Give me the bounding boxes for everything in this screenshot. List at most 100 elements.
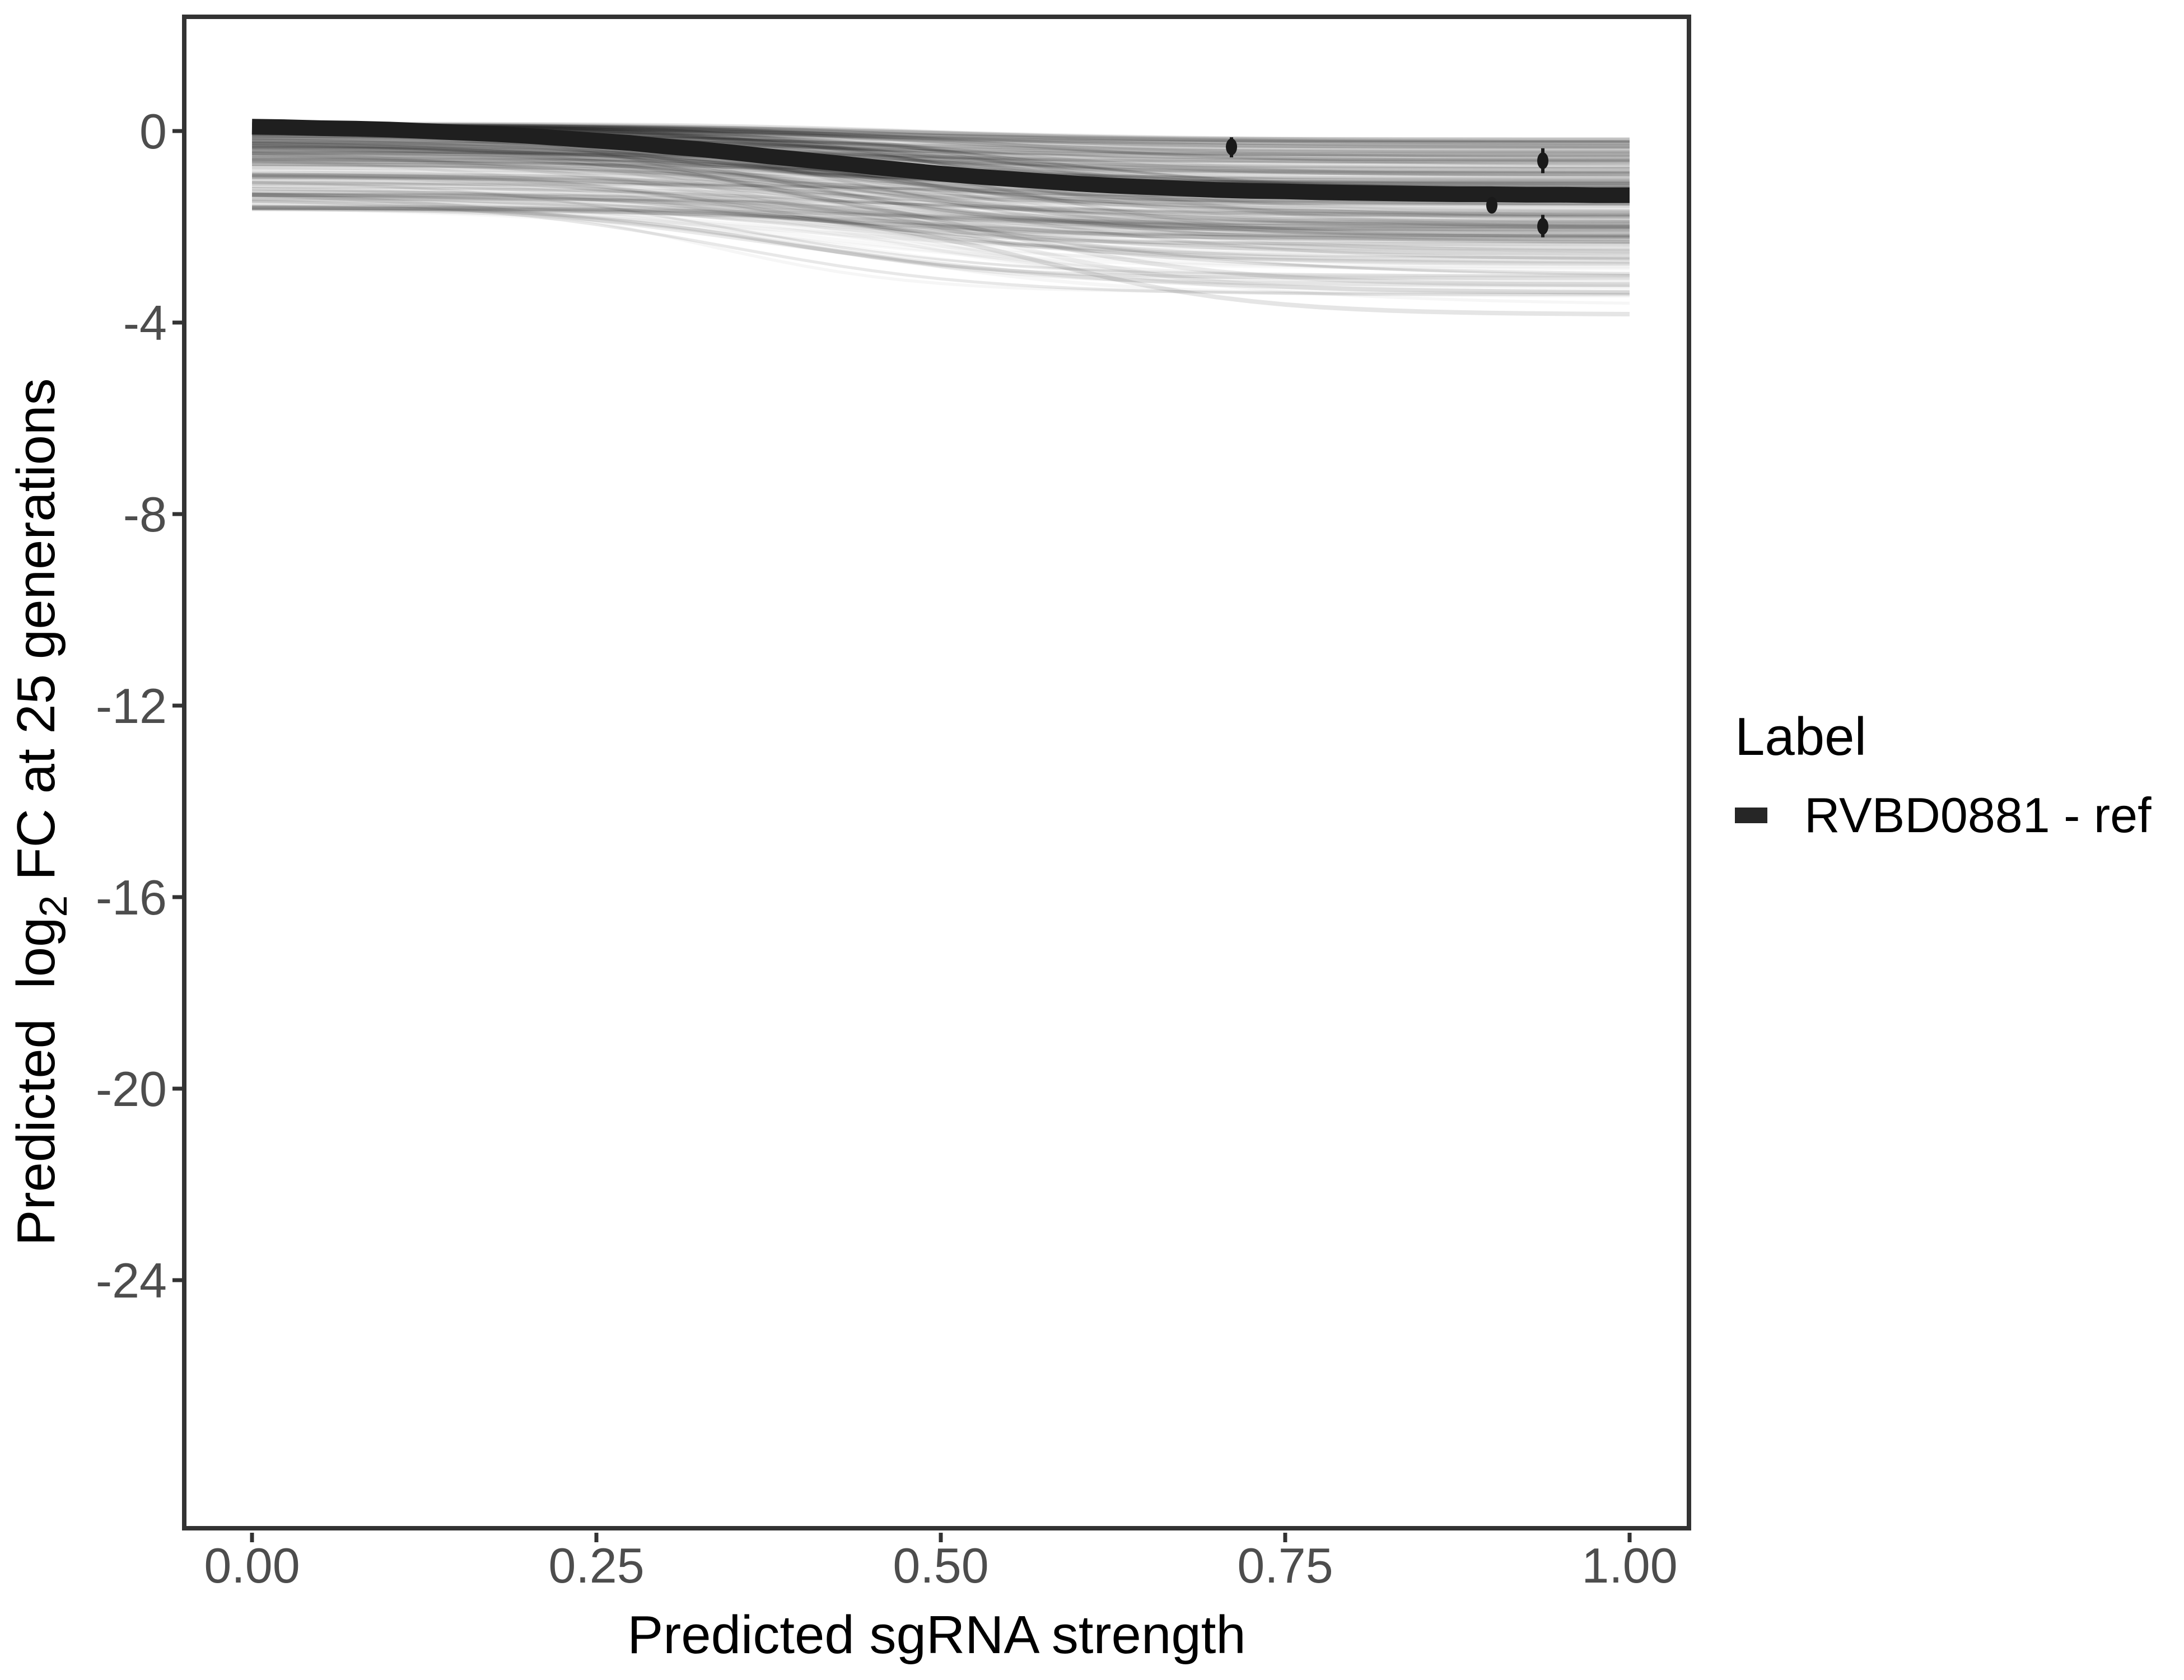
ensemble-curve	[251, 172, 1630, 229]
ensemble-curve	[251, 172, 1630, 246]
ensemble-curve	[252, 152, 1630, 174]
ensemble-curve	[251, 206, 1630, 287]
ensemble-curve	[251, 152, 1630, 241]
ensemble-curve	[252, 198, 1630, 217]
ensemble-curve	[251, 193, 1630, 244]
ensemble-curve	[251, 142, 1630, 206]
ensemble-curve	[252, 144, 1630, 164]
legend: Label RVBD0881 - ref	[1735, 710, 2152, 840]
x-tick-label: 0.50	[893, 1538, 988, 1593]
ensemble-curve	[251, 141, 1630, 227]
ensemble-curve	[251, 150, 1630, 169]
legend-key-swatch	[1735, 808, 1767, 823]
x-tick-label: 0.75	[1237, 1538, 1333, 1593]
ensemble-curve	[251, 199, 1630, 296]
ensemble-curve	[251, 136, 1630, 217]
ensemble-curve	[251, 192, 1630, 220]
ensemble-curve	[251, 149, 1630, 169]
y-tick-label: -20	[96, 1061, 167, 1117]
ensemble-curve	[252, 122, 1630, 153]
ensemble-curve	[251, 165, 1630, 248]
y-axis: 0 -4 -8 -12 -16 -20 -24	[96, 104, 182, 1308]
ensemble-curve	[251, 174, 1630, 256]
ensemble-curve	[251, 189, 1630, 225]
legend-title: Label	[1735, 707, 1866, 767]
y-tick-label: -12	[96, 678, 167, 734]
ensemble-curve	[251, 193, 1630, 266]
ensemble-curve	[251, 142, 1630, 216]
ensemble-curve	[251, 148, 1630, 237]
ensemble-curve	[251, 181, 1630, 226]
y-tick-label: -16	[96, 870, 167, 925]
ensemble-curve	[251, 176, 1630, 218]
legend-item-label: RVBD0881 - ref	[1804, 787, 2152, 843]
ensemble-curve	[251, 173, 1630, 206]
y-axis-title-suffix: FC at 25 generations	[6, 378, 66, 895]
ensemble-curve	[251, 176, 1630, 233]
ensemble-curve	[251, 192, 1630, 244]
reference-curve-group	[251, 119, 1630, 203]
x-tick-label: 1.00	[1581, 1538, 1677, 1593]
ensemble-curve	[252, 180, 1630, 295]
ensemble-curve	[251, 157, 1630, 237]
legend-item: RVBD0881 - ref	[1735, 791, 2152, 840]
data-points	[1226, 137, 1549, 237]
ensemble-curve	[251, 204, 1630, 277]
ensemble-curve	[251, 207, 1630, 264]
ensemble-curve	[251, 132, 1630, 237]
ensemble-curve	[251, 193, 1630, 261]
ensemble-curve	[251, 205, 1630, 280]
ensemble-curve	[251, 159, 1630, 206]
ensemble-curve	[251, 180, 1630, 231]
error-bar-point	[1537, 214, 1549, 237]
ensemble-curve	[251, 156, 1630, 206]
data-point	[1226, 138, 1238, 156]
ensemble-curve	[251, 142, 1630, 175]
ensemble-curve	[251, 138, 1630, 166]
ensemble-curve	[251, 195, 1630, 240]
ensemble-curve	[251, 193, 1630, 237]
error-bar-point	[1486, 197, 1497, 214]
panel-border	[182, 15, 1691, 1530]
ensemble-curve	[252, 142, 1630, 166]
x-tick-label: 0.00	[204, 1538, 300, 1593]
data-point	[1537, 218, 1549, 235]
ensemble-curve	[251, 150, 1630, 218]
ensemble-curve	[251, 192, 1630, 295]
ensemble-curve	[252, 205, 1630, 317]
reference-curve	[251, 119, 1630, 203]
ensemble-curve	[251, 198, 1630, 223]
ensemble-curve	[251, 144, 1630, 224]
ensemble-curves	[251, 122, 1630, 317]
ensemble-curve	[251, 146, 1630, 206]
data-point	[1537, 152, 1549, 170]
x-tick-label: 0.25	[548, 1538, 644, 1593]
ensemble-curve	[251, 165, 1630, 239]
x-axis: 0.00 0.25 0.50 0.75 1.00	[204, 1533, 1678, 1593]
ensemble-curve	[251, 138, 1630, 234]
ensemble-curve	[251, 122, 1630, 144]
ensemble-curve	[252, 186, 1630, 208]
x-axis-title: Predicted sgRNA strength	[627, 1605, 1246, 1665]
ensemble-curve	[251, 185, 1630, 223]
ensemble-curve	[251, 181, 1630, 277]
y-tick-label: -4	[123, 295, 167, 351]
ensemble-curve	[252, 122, 1630, 143]
ensemble-curve	[251, 154, 1630, 227]
ensemble-curve	[251, 193, 1630, 227]
ensemble-curve	[251, 207, 1630, 234]
error-bar-point	[1226, 137, 1238, 158]
ensemble-curve	[251, 187, 1630, 276]
y-axis-title-prefix: Predicted log	[6, 917, 66, 1246]
y-axis-title: Predicted log2 FC at 25 generations	[6, 378, 75, 1245]
error-bar-point	[1537, 148, 1549, 174]
ensemble-curve	[251, 174, 1630, 287]
ensemble-curve	[251, 206, 1630, 254]
ensemble-curve	[252, 150, 1630, 172]
ensemble-curve	[251, 200, 1630, 260]
y-tick-label: 0	[139, 104, 167, 159]
ensemble-curve	[251, 123, 1630, 186]
y-tick-label: -24	[96, 1253, 167, 1308]
